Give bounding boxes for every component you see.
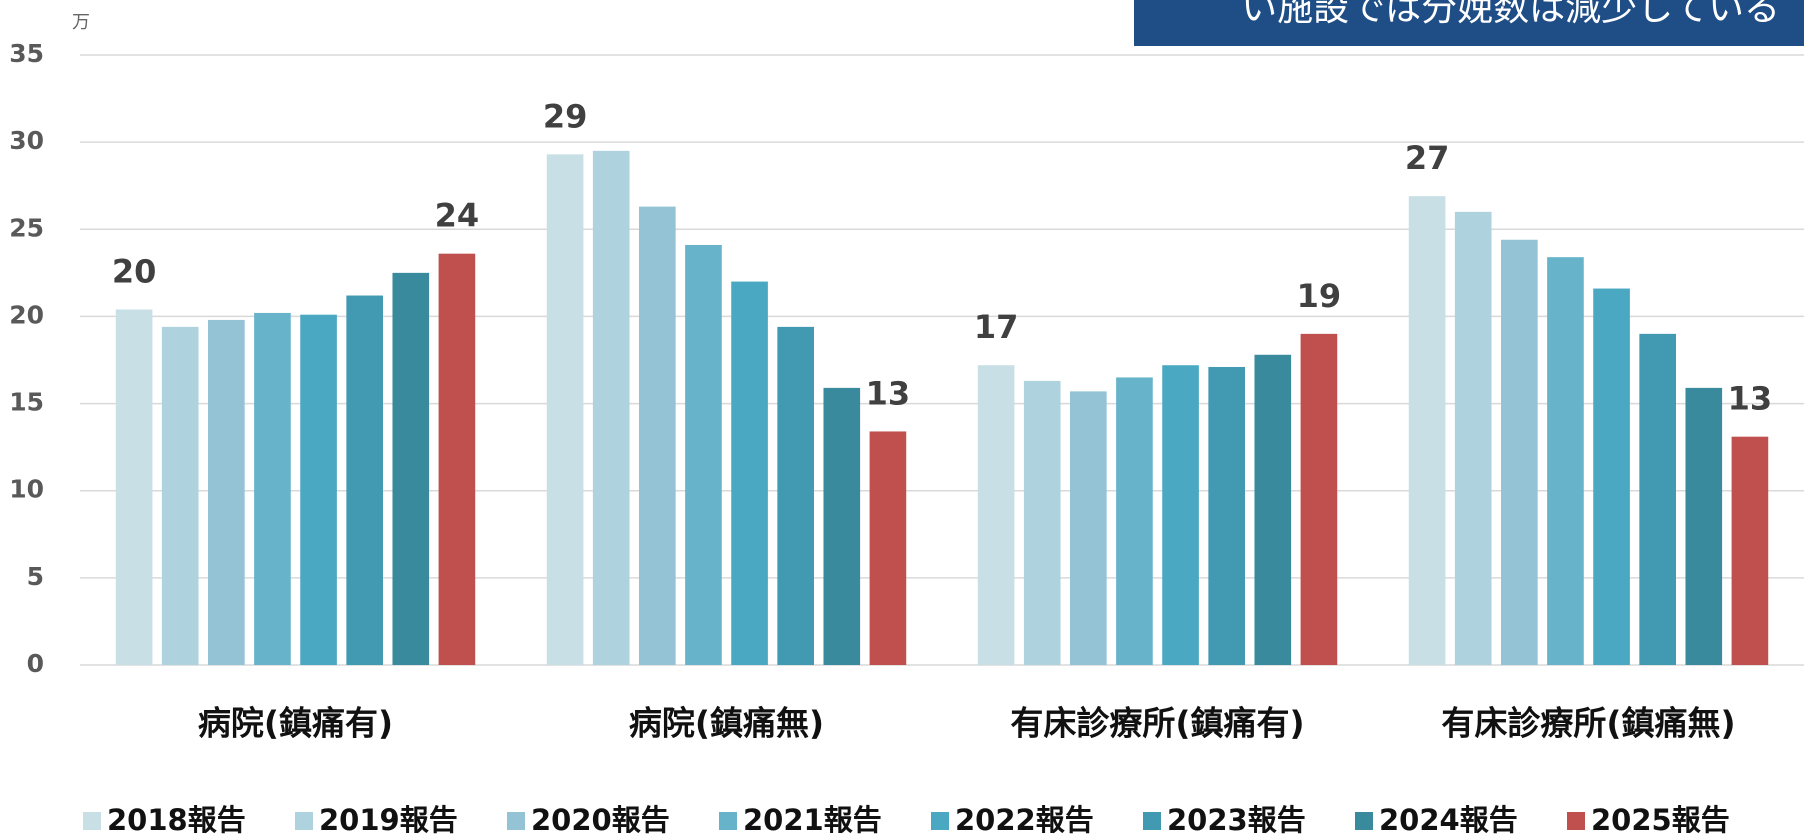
bar	[254, 312, 291, 665]
y-tick-label: 5	[27, 562, 44, 591]
bar	[1254, 354, 1292, 665]
legend-swatch	[1355, 812, 1373, 830]
legend-label: 2020報告	[531, 803, 670, 837]
bar	[438, 253, 476, 665]
x-tick-label: 病院(鎮痛無)	[629, 704, 824, 743]
data-label: 20	[112, 252, 157, 290]
bar	[869, 431, 907, 665]
legend-label: 2021報告	[743, 803, 882, 837]
bar	[1070, 391, 1107, 665]
legend-swatch	[507, 812, 525, 830]
bar	[161, 326, 199, 665]
x-tick-label: 有床診療所(鎮痛有)	[1010, 704, 1304, 743]
bar	[1501, 239, 1538, 665]
legend-label: 2018報告	[107, 803, 246, 837]
y-tick-label: 0	[27, 649, 44, 678]
bar	[1547, 257, 1584, 665]
bar	[1639, 333, 1676, 665]
bar	[639, 206, 676, 665]
bar	[1731, 436, 1769, 665]
legend-label: 2019報告	[319, 803, 458, 837]
bar	[1208, 366, 1245, 665]
x-tick-label: 有床診療所(鎮痛無)	[1441, 704, 1735, 743]
data-label: 13	[866, 374, 911, 412]
bar	[1454, 211, 1492, 665]
bar	[592, 150, 630, 665]
bar	[346, 295, 383, 665]
y-tick-label: 15	[9, 388, 44, 417]
bar	[1023, 380, 1061, 665]
legend-swatch	[719, 812, 737, 830]
bar	[1162, 365, 1199, 665]
y-tick-label: 10	[9, 475, 44, 504]
bar	[300, 314, 337, 665]
bar	[1408, 196, 1446, 665]
annotation: い施設では分娩数は減少している	[1241, 0, 1780, 29]
legend-label: 2025報告	[1591, 803, 1730, 837]
bar	[546, 154, 584, 666]
data-label: 27	[1405, 139, 1450, 177]
data-label: 29	[543, 97, 588, 135]
bar	[1116, 377, 1153, 665]
data-label: 19	[1297, 277, 1342, 315]
y-tick-label: 30	[9, 126, 44, 155]
bar	[1300, 333, 1338, 665]
y-tick-label: 35	[9, 39, 44, 68]
annotation-box	[1134, 0, 1804, 46]
bar	[977, 365, 1015, 665]
legend-label: 2022報告	[955, 803, 1094, 837]
x-tick-label: 病院(鎮痛有)	[198, 704, 393, 743]
legend-swatch	[83, 812, 101, 830]
bar	[208, 319, 245, 665]
bar	[392, 272, 430, 665]
bar	[823, 387, 861, 665]
data-label: 24	[435, 197, 480, 235]
y-tick-label: 20	[9, 300, 44, 329]
legend-swatch	[931, 812, 949, 830]
bar	[115, 309, 153, 665]
legend-swatch	[1567, 812, 1585, 830]
bar	[1593, 288, 1630, 665]
bar	[731, 281, 768, 665]
legend-label: 2024報告	[1379, 803, 1518, 837]
y-tick-label: 25	[9, 213, 44, 242]
bar	[1685, 387, 1723, 665]
legend-label: 2023報告	[1167, 803, 1306, 837]
legend-swatch	[295, 812, 313, 830]
bar	[777, 326, 814, 665]
y-unit: 万	[72, 12, 90, 33]
bar	[685, 244, 722, 665]
legend-swatch	[1143, 812, 1161, 830]
data-label: 13	[1728, 380, 1773, 418]
data-label: 17	[974, 308, 1019, 346]
